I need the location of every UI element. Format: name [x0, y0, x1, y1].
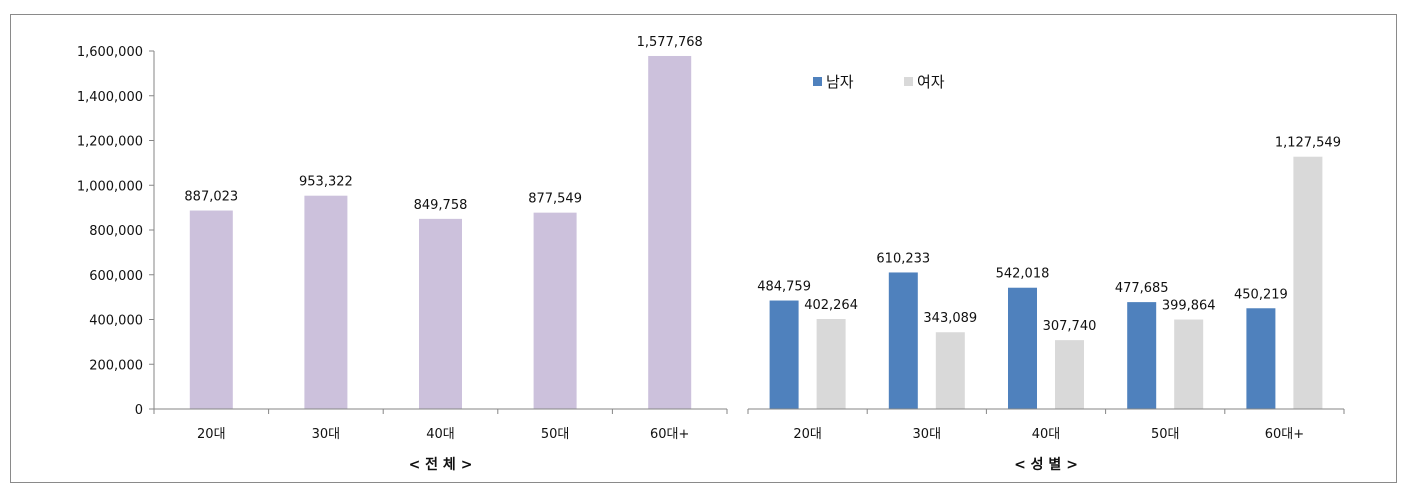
female-bar [1174, 319, 1204, 409]
male-data-label: 542,018 [996, 267, 1050, 282]
female-data-label: 402,264 [804, 298, 858, 313]
total-y-tick-label: 400,000 [89, 314, 143, 329]
gender-by-age-chart: 남자 여자 484,759 402,264 610,233 343,089 542,018… [747, 73, 1345, 473]
gender-x-tick-label: 60대+ [1265, 427, 1304, 442]
total-y-tick-label: 200,000 [89, 358, 143, 373]
charts-canvas: 887,023 953,322 849,758 877,549 1,577,768 0 2… [77, 35, 1345, 473]
total-bar [648, 55, 692, 409]
total-data-label: 1,577,768 [637, 35, 703, 50]
legend: 남자 여자 [813, 73, 945, 91]
total-x-tick-label: 60대+ [650, 427, 689, 442]
gender-chart-x-title: < 성 별 > [1014, 456, 1078, 473]
female-bar [1293, 156, 1323, 409]
legend-male-label: 남자 [826, 73, 854, 91]
male-bar [1008, 287, 1037, 409]
total-x-tick-label: 30대 [312, 427, 341, 442]
legend-female-swatch [904, 77, 913, 86]
female-bar [935, 332, 965, 409]
total-bar [419, 218, 462, 409]
total-y-tick-label: 1,000,000 [77, 179, 143, 194]
total-y-tick-label: 1,600,000 [77, 45, 143, 60]
total-y-tick-label: 600,000 [89, 269, 143, 284]
male-bar [1246, 308, 1276, 409]
male-data-label: 450,219 [1234, 287, 1288, 302]
total-x-tick-label: 40대 [426, 427, 455, 442]
female-data-label: 399,864 [1162, 299, 1216, 314]
chart-frame: 887,023 953,322 849,758 877,549 1,577,768 0 2… [10, 14, 1397, 483]
gender-x-tick-label: 40대 [1032, 427, 1061, 442]
total-x-tick-label: 50대 [541, 427, 570, 442]
total-y-tick-label: 0 [135, 403, 143, 418]
total-data-label: 887,023 [184, 190, 238, 205]
total-y-tick-label: 1,400,000 [77, 90, 143, 105]
male-bar [1127, 302, 1157, 409]
total-bar [533, 212, 577, 409]
total-data-label: 849,758 [414, 198, 468, 213]
female-data-label: 1,127,549 [1275, 136, 1341, 151]
male-data-label: 484,759 [757, 280, 811, 295]
male-bar [888, 272, 918, 409]
female-data-label: 307,740 [1043, 319, 1097, 334]
female-data-label: 343,089 [923, 311, 977, 326]
legend-male-swatch [813, 77, 822, 86]
gender-x-tick-label: 30대 [913, 427, 942, 442]
total-by-age-chart: 887,023 953,322 849,758 877,549 1,577,768 0 2… [77, 35, 728, 473]
female-bar [1055, 340, 1084, 409]
legend-female-label: 여자 [917, 73, 945, 91]
gender-x-tick-label: 20대 [793, 427, 822, 442]
total-chart-x-title: < 전 체 > [409, 456, 473, 473]
total-x-tick-label: 20대 [197, 427, 226, 442]
female-bar [816, 318, 846, 409]
total-data-label: 877,549 [528, 192, 582, 207]
total-y-tick-label: 800,000 [89, 224, 143, 239]
male-bar [769, 300, 799, 409]
gender-x-tick-label: 50대 [1151, 427, 1180, 442]
total-data-label: 953,322 [299, 175, 353, 190]
male-data-label: 477,685 [1115, 281, 1169, 296]
total-bar [304, 195, 348, 409]
total-bar [189, 210, 233, 409]
total-y-tick-label: 1,200,000 [77, 135, 143, 150]
male-data-label: 610,233 [876, 251, 930, 266]
